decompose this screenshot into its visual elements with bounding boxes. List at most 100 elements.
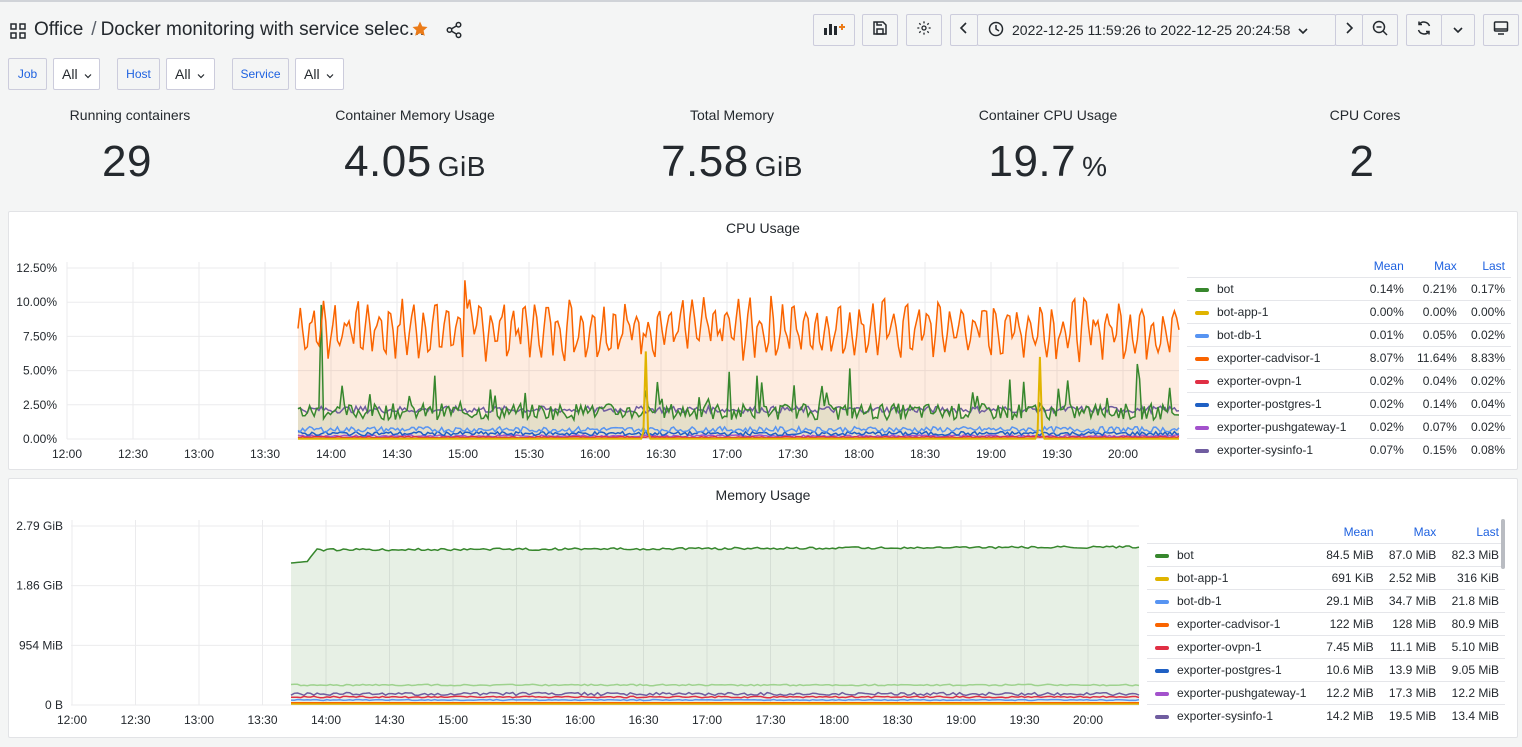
legend-color-swatch[interactable] <box>1195 425 1209 430</box>
legend-row[interactable]: exporter-cadvisor-1 8.07% 11.64% 8.83% <box>1187 346 1511 370</box>
add-panel-button[interactable] <box>813 14 855 46</box>
series-line-bot-db-1[interactable] <box>297 424 1180 434</box>
legend-header-last[interactable]: Last <box>1476 525 1499 539</box>
cpu-usage-graph[interactable]: 12.50% 10.00% 7.50% 5.00% 2.50% 0.00%12:00 12:… <box>9 212 1189 471</box>
legend-label[interactable]: exporter-pushgateway-1 <box>1177 686 1307 700</box>
series-line-light-green[interactable] <box>290 683 1140 687</box>
legend-color-swatch[interactable] <box>1195 356 1209 361</box>
legend-series-name[interactable]: exporter-pushgateway-1 <box>1187 415 1353 439</box>
legend-series-name[interactable]: exporter-sysinfo-1 <box>1187 438 1353 461</box>
legend-label[interactable]: bot <box>1217 282 1234 296</box>
share-icon[interactable] <box>445 21 463 44</box>
legend-header-mean[interactable]: Mean <box>1373 259 1404 273</box>
legend-scrollbar[interactable] <box>1501 519 1505 569</box>
legend-row[interactable]: exporter-sysinfo-1 14.2 MiB 19.5 MiB 13.4 M… <box>1147 704 1505 727</box>
legend-row[interactable]: exporter-postgres-1 0.02% 0.14% 0.04% <box>1187 392 1511 416</box>
legend-row[interactable]: bot-app-1 0.00% 0.00% 0.00% <box>1187 300 1511 324</box>
legend-label[interactable]: exporter-sysinfo-1 <box>1177 709 1274 723</box>
breadcrumb-folder[interactable]: Office <box>34 19 84 40</box>
legend-label[interactable]: exporter-postgres-1 <box>1177 663 1282 677</box>
save-button[interactable] <box>862 14 898 46</box>
legend-row[interactable]: exporter-ovpn-1 7.45 MiB 11.1 MiB 5.10 MiB <box>1147 635 1505 659</box>
legend-series-name[interactable]: exporter-pushgateway-1 <box>1147 681 1313 705</box>
legend-color-swatch[interactable] <box>1195 448 1209 453</box>
variable-select-host[interactable]: All <box>166 58 215 90</box>
series-line-bot-db-1[interactable] <box>290 698 1140 702</box>
legend-row[interactable]: bot-db-1 0.01% 0.05% 0.02% <box>1187 323 1511 347</box>
legend-row[interactable]: exporter-postgres-1 10.6 MiB 13.9 MiB 9.05 … <box>1147 658 1505 682</box>
series-line-bot[interactable] <box>297 304 1180 423</box>
legend-label[interactable]: exporter-postgres-1 <box>1217 397 1322 411</box>
legend-series-name[interactable]: exporter-cadvisor-1 <box>1187 346 1353 370</box>
apps-icon[interactable] <box>10 23 26 44</box>
legend-row[interactable]: bot 84.5 MiB 87.0 MiB 82.3 MiB <box>1147 543 1505 567</box>
tv-mode-button[interactable] <box>1483 14 1519 46</box>
legend-color-swatch[interactable] <box>1195 287 1209 292</box>
series-line-top[interactable] <box>290 545 1140 564</box>
legend-series-name[interactable]: exporter-postgres-1 <box>1147 658 1313 682</box>
legend-label[interactable]: bot-app-1 <box>1177 571 1229 585</box>
legend-label[interactable]: exporter-ovpn-1 <box>1217 374 1302 388</box>
legend-label[interactable]: bot <box>1177 548 1194 562</box>
legend-color-swatch[interactable] <box>1155 622 1169 627</box>
legend-color-swatch[interactable] <box>1155 668 1169 673</box>
star-icon[interactable] <box>411 20 429 43</box>
refresh-interval-dropdown[interactable] <box>1441 14 1475 46</box>
series-line-exporter-sysinfo-1[interactable] <box>290 691 1140 697</box>
legend-series-name[interactable]: exporter-postgres-1 <box>1187 392 1353 416</box>
legend-row[interactable]: exporter-pushgateway-1 12.2 MiB 17.3 MiB 12… <box>1147 681 1505 705</box>
legend-series-name[interactable]: exporter-ovpn-1 <box>1147 635 1313 659</box>
legend-header-last[interactable]: Last <box>1482 259 1505 273</box>
legend-row[interactable]: bot 0.14% 0.21% 0.17% <box>1187 277 1511 301</box>
memory-usage-graph[interactable]: 2.79 GiB 1.86 GiB 954 MiB 0 B12:00 12:30 13:0… <box>9 479 1149 739</box>
legend-header-max[interactable]: Max <box>1413 525 1437 539</box>
time-next-button[interactable] <box>1335 14 1363 46</box>
series-line-exporter-cadvisor-1[interactable] <box>297 280 1180 363</box>
refresh-button[interactable] <box>1406 14 1442 46</box>
legend-row[interactable]: exporter-cadvisor-1 122 MiB 128 MiB 80.9 Mi… <box>1147 612 1505 636</box>
legend-header-max[interactable]: Max <box>1434 259 1457 273</box>
legend-color-swatch[interactable] <box>1155 645 1169 650</box>
legend-color-swatch[interactable] <box>1155 599 1169 604</box>
series-line-exporter-ovpn-1[interactable] <box>290 695 1140 699</box>
series-line-exporter-ovpn-1[interactable] <box>297 435 1180 439</box>
legend-series-name[interactable]: bot-db-1 <box>1187 323 1353 347</box>
legend-color-swatch[interactable] <box>1155 714 1169 719</box>
legend-header-mean[interactable]: Mean <box>1343 525 1374 539</box>
legend-label[interactable]: exporter-cadvisor-1 <box>1177 617 1281 631</box>
legend-series-name[interactable]: bot <box>1147 543 1313 567</box>
legend-series-name[interactable]: bot <box>1187 277 1353 301</box>
settings-button[interactable] <box>906 14 942 46</box>
legend-color-swatch[interactable] <box>1195 379 1209 384</box>
legend-series-name[interactable]: exporter-ovpn-1 <box>1187 369 1353 393</box>
legend-series-name[interactable]: bot-db-1 <box>1147 589 1313 613</box>
legend-row[interactable]: exporter-sysinfo-1 0.07% 0.15% 0.08% <box>1187 438 1511 461</box>
legend-series-name[interactable]: exporter-sysinfo-1 <box>1147 704 1313 727</box>
legend-series-name[interactable]: exporter-cadvisor-1 <box>1147 612 1313 636</box>
legend-color-swatch[interactable] <box>1155 576 1169 581</box>
legend-label[interactable]: exporter-ovpn-1 <box>1177 640 1262 654</box>
series-line-bot-app-1[interactable] <box>298 351 1179 440</box>
legend-label[interactable]: exporter-cadvisor-1 <box>1217 351 1321 365</box>
legend-label[interactable]: bot-db-1 <box>1177 594 1222 608</box>
legend-row[interactable]: exporter-ovpn-1 0.02% 0.04% 0.02% <box>1187 369 1511 393</box>
time-prev-button[interactable] <box>950 14 978 46</box>
legend-label[interactable]: bot-app-1 <box>1217 305 1269 319</box>
legend-row[interactable]: bot-app-1 691 KiB 2.52 MiB 316 KiB <box>1147 566 1505 590</box>
legend-row[interactable]: bot-db-1 29.1 MiB 34.7 MiB 21.8 MiB <box>1147 589 1505 613</box>
zoom-out-button[interactable] <box>1362 14 1398 46</box>
legend-color-swatch[interactable] <box>1195 333 1209 338</box>
series-line-exporter-postgres-1[interactable] <box>297 430 1180 437</box>
legend-label[interactable]: bot-db-1 <box>1217 328 1262 342</box>
variable-select-job[interactable]: All <box>53 58 100 90</box>
variable-select-service[interactable]: All <box>295 58 344 90</box>
legend-series-name[interactable]: bot-app-1 <box>1187 300 1353 324</box>
cpu-usage-panel[interactable]: CPU Usage 12.50% 10.00% 7.50% 5.00% 2.50% 0.0… <box>8 211 1518 470</box>
legend-color-swatch[interactable] <box>1195 310 1209 315</box>
legend-color-swatch[interactable] <box>1155 691 1169 696</box>
time-range-picker[interactable]: 2022-12-25 11:59:26 to 2022-12-25 20:24:… <box>977 14 1336 46</box>
legend-color-swatch[interactable] <box>1195 402 1209 407</box>
legend-label[interactable]: exporter-pushgateway-1 <box>1217 420 1347 434</box>
legend-series-name[interactable]: bot-app-1 <box>1147 566 1313 590</box>
